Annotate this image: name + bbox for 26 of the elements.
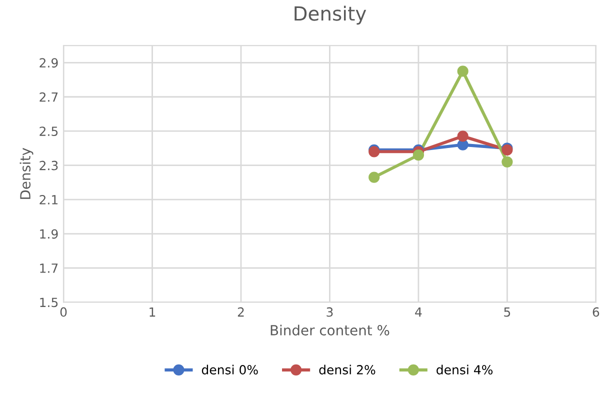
y-axis-title: Density [20, 148, 34, 199]
point [502, 156, 513, 168]
x-tick-label: 5 [504, 307, 510, 317]
y-tick-label: 2.9 [40, 58, 58, 68]
y-tick-label: 2.3 [40, 160, 58, 170]
y-tick-label: 2.7 [40, 92, 58, 102]
y-tick-label: 1.7 [40, 264, 58, 273]
y-tick-label: 1.5 [40, 298, 58, 308]
y-tick-label: 2.1 [40, 195, 58, 204]
legend-label: densi 0% [202, 364, 258, 374]
point [368, 172, 380, 183]
y-tick-label: 1.9 [40, 229, 58, 239]
y-tick-label: 2.5 [40, 126, 58, 136]
x-tick-label: 1 [150, 307, 156, 317]
x-tick-label: 6 [592, 307, 600, 317]
chart-title: Density [294, 6, 366, 25]
x-tick-label: 2 [238, 307, 244, 317]
point [412, 150, 424, 161]
x-tick-label: 3 [326, 307, 333, 317]
x-tick-label: 4 [415, 307, 422, 317]
legend-label: densi 2% [319, 364, 376, 374]
legend-label: densi 4% [436, 364, 493, 374]
point [457, 130, 468, 142]
point [457, 66, 468, 77]
x-tick-label: 0 [60, 307, 67, 317]
x-axis-title: Binder content % [270, 324, 390, 336]
